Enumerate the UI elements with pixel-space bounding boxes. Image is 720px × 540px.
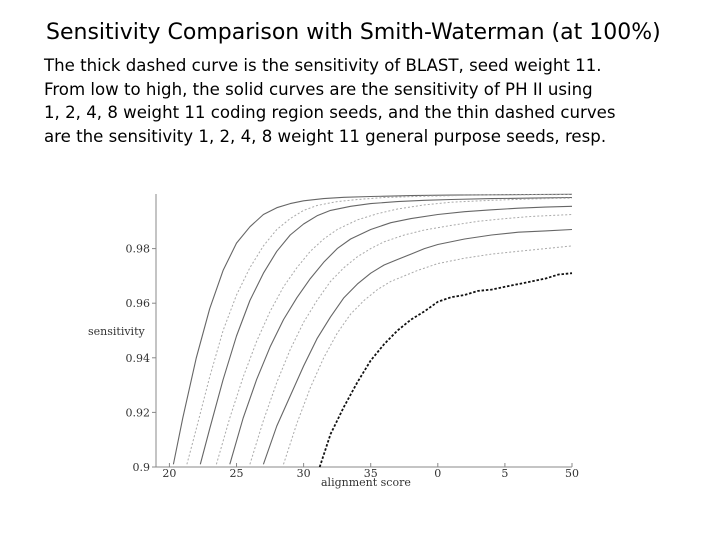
x-tick-label: 20	[162, 467, 176, 480]
description-line-4: are the sensitivity 1, 2, 4, 8 weight 11…	[44, 126, 607, 146]
series-line-3	[229, 205, 573, 465]
series-line-8	[215, 197, 573, 465]
y-tick-label: 0.96	[126, 297, 151, 310]
series-line-7	[249, 214, 573, 465]
series-line-5	[172, 193, 573, 465]
series-line-4	[199, 196, 573, 465]
tick-layer: 0.9 0.92 0.94 0.96 0.98 20 25 30 35 0 5 50	[126, 243, 580, 480]
description-line-3: 1, 2, 4, 8 weight 11 coding region seeds…	[44, 103, 616, 123]
y-tick-label: 0.9	[133, 461, 151, 474]
series-line-6	[283, 245, 573, 465]
x-tick-label: 35	[364, 467, 378, 480]
plot-frame	[155, 194, 572, 468]
x-tick-label: 0	[434, 467, 441, 480]
x-axis-label: alignment score	[321, 476, 411, 489]
x-tick-label: 50	[565, 467, 579, 480]
x-tick-label: 5	[501, 467, 508, 480]
y-tick-label: 0.98	[126, 243, 151, 256]
description-line-1: The thick dashed curve is the sensitivit…	[44, 56, 602, 75]
y-tick-label: 0.92	[126, 406, 151, 419]
slide-description: The thick dashed curve is the sensitivit…	[44, 54, 704, 148]
x-tick-label: 30	[297, 467, 311, 480]
series-layer	[172, 193, 573, 468]
description-line-2: From low to high, the solid curves are t…	[44, 79, 593, 99]
slide-title: Sensitivity Comparison with Smith-Waterm…	[46, 20, 661, 45]
series-line-1	[318, 272, 573, 468]
y-axis-label: sensitivity	[88, 325, 145, 338]
y-tick-label: 0.94	[126, 352, 151, 365]
x-tick-label: 25	[230, 467, 244, 480]
series-line-2	[262, 228, 573, 465]
series-line-9	[186, 194, 573, 465]
